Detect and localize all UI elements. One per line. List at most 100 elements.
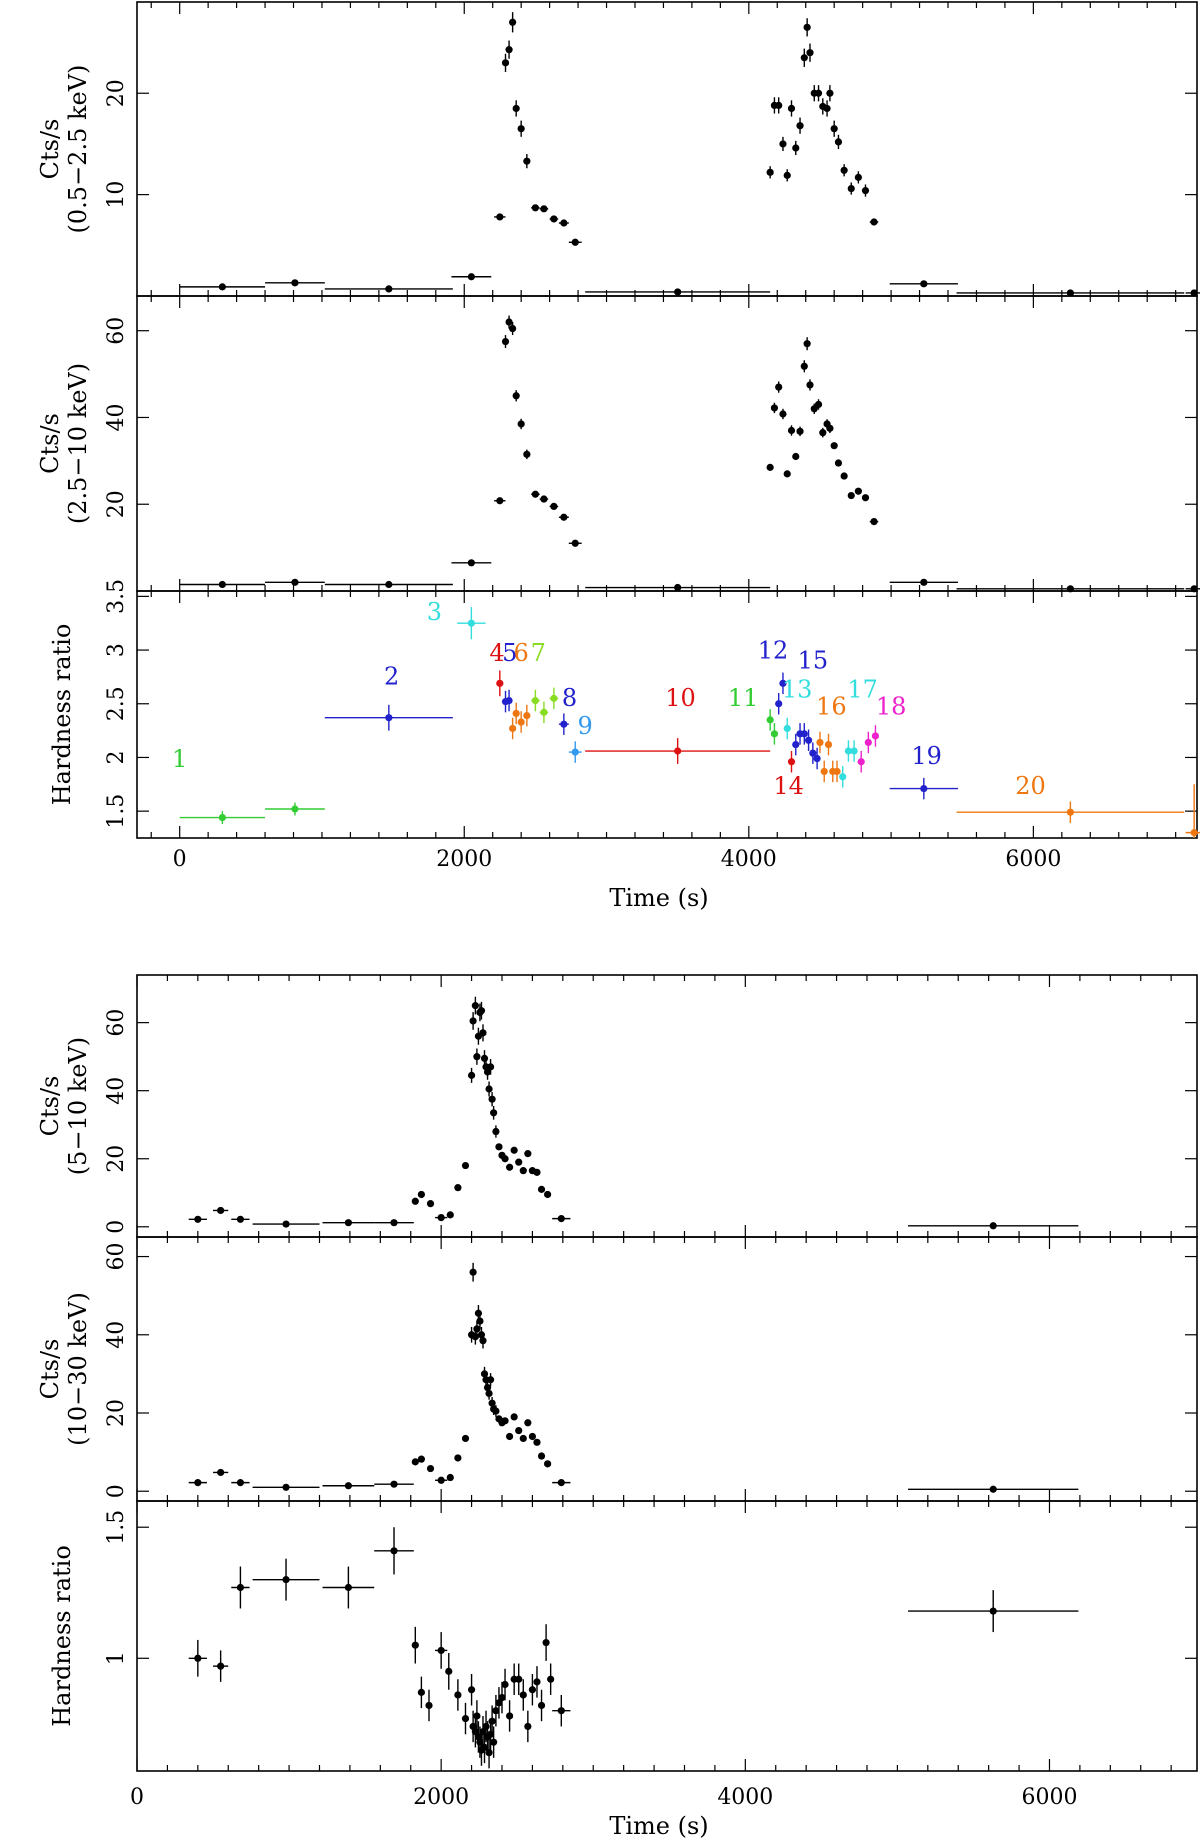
data-marker [480,1743,489,1752]
data-point [461,1434,470,1443]
data-marker [471,1002,479,1010]
panel-frame [136,974,1198,1238]
data-marker [485,1389,493,1398]
data-marker [473,1053,481,1061]
data-marker [291,578,299,586]
data-marker [824,740,833,749]
data-point [813,747,821,770]
data-point [509,12,517,33]
data-point [179,811,266,825]
data-marker [792,452,800,461]
data-marker [437,1646,445,1655]
data-point [510,1413,518,1421]
data-point [505,1432,514,1441]
data-point [515,1663,523,1695]
y-tick-label: 1 [104,1651,129,1665]
data-marker [531,490,539,498]
data-marker [861,494,870,502]
data-point [473,1048,481,1065]
segment-label: 17 [847,675,878,703]
data-point [494,497,506,505]
data-marker [816,738,824,747]
panel-b10_30: 0 20 40 60 Cts/s (10−30 keV) [36,1236,1198,1502]
data-point [547,1663,555,1695]
data-marker [291,805,299,813]
data-point [515,1427,523,1435]
panel-frame [136,1,1198,297]
segment-label: 1 [172,745,187,773]
data-point [486,1059,495,1075]
y-tick-label: 40 [104,403,129,431]
data-marker [840,472,848,480]
data-marker [870,218,878,226]
data-point [265,578,325,586]
data-marker [820,767,828,776]
data-point [869,218,879,226]
data-point [861,184,870,197]
data-point [485,1081,493,1097]
data-point [844,740,853,762]
data-marker [542,1638,550,1647]
data-point [800,48,808,67]
data-point [501,1417,509,1425]
data-marker [385,714,393,722]
data-marker [461,1434,470,1443]
y-tick-label: 40 [104,1077,129,1105]
data-point [549,502,559,511]
data-point [533,1438,541,1446]
data-marker [920,785,928,793]
y-tick-label: 10 [104,181,129,209]
data-marker [800,54,808,62]
data-marker [236,1215,245,1223]
data-marker [560,513,568,521]
data-marker [517,125,525,133]
segment-label: 4 [489,639,504,667]
data-marker [480,1054,489,1062]
data-point [552,1215,571,1223]
data-point [474,1027,483,1045]
data-point [469,1012,477,1030]
data-point [519,1679,527,1711]
data-marker [523,157,531,165]
data-marker [779,679,787,687]
data-point [469,1262,477,1282]
data-point [524,1419,532,1427]
data-marker [674,747,682,755]
data-marker [550,694,558,702]
data-point [322,1482,375,1490]
data-marker [461,1714,470,1723]
data-marker [524,1419,532,1427]
data-marker [485,1085,493,1093]
data-point [787,100,796,117]
data-marker [540,205,548,213]
data-marker [528,1686,537,1694]
data-marker [850,747,858,755]
data-marker [512,104,520,113]
data-point [533,1168,541,1176]
y-tick-label: 2.5 [104,686,129,721]
data-point [1185,784,1200,838]
data-point [558,219,569,227]
x-axis-title: Time (s) [609,1812,708,1838]
data-point [411,1458,419,1466]
data-marker [496,497,504,505]
data-point [839,766,847,788]
data-point [814,399,823,410]
data-marker [833,767,841,776]
data-marker [437,1214,445,1222]
segment-label: 19 [911,742,942,770]
data-point [796,426,804,437]
y-tick-label: 20 [104,79,129,107]
data-marker [830,442,838,450]
data-marker [411,1641,419,1649]
data-marker [571,539,579,547]
data-marker [467,559,475,567]
data-point [435,1632,448,1669]
data-point [820,760,828,783]
data-point [213,1650,229,1682]
data-point [787,425,796,436]
y-axis-title: Cts/s [36,413,64,474]
data-point [531,204,540,212]
data-point [417,1455,425,1463]
data-point [524,1710,532,1743]
